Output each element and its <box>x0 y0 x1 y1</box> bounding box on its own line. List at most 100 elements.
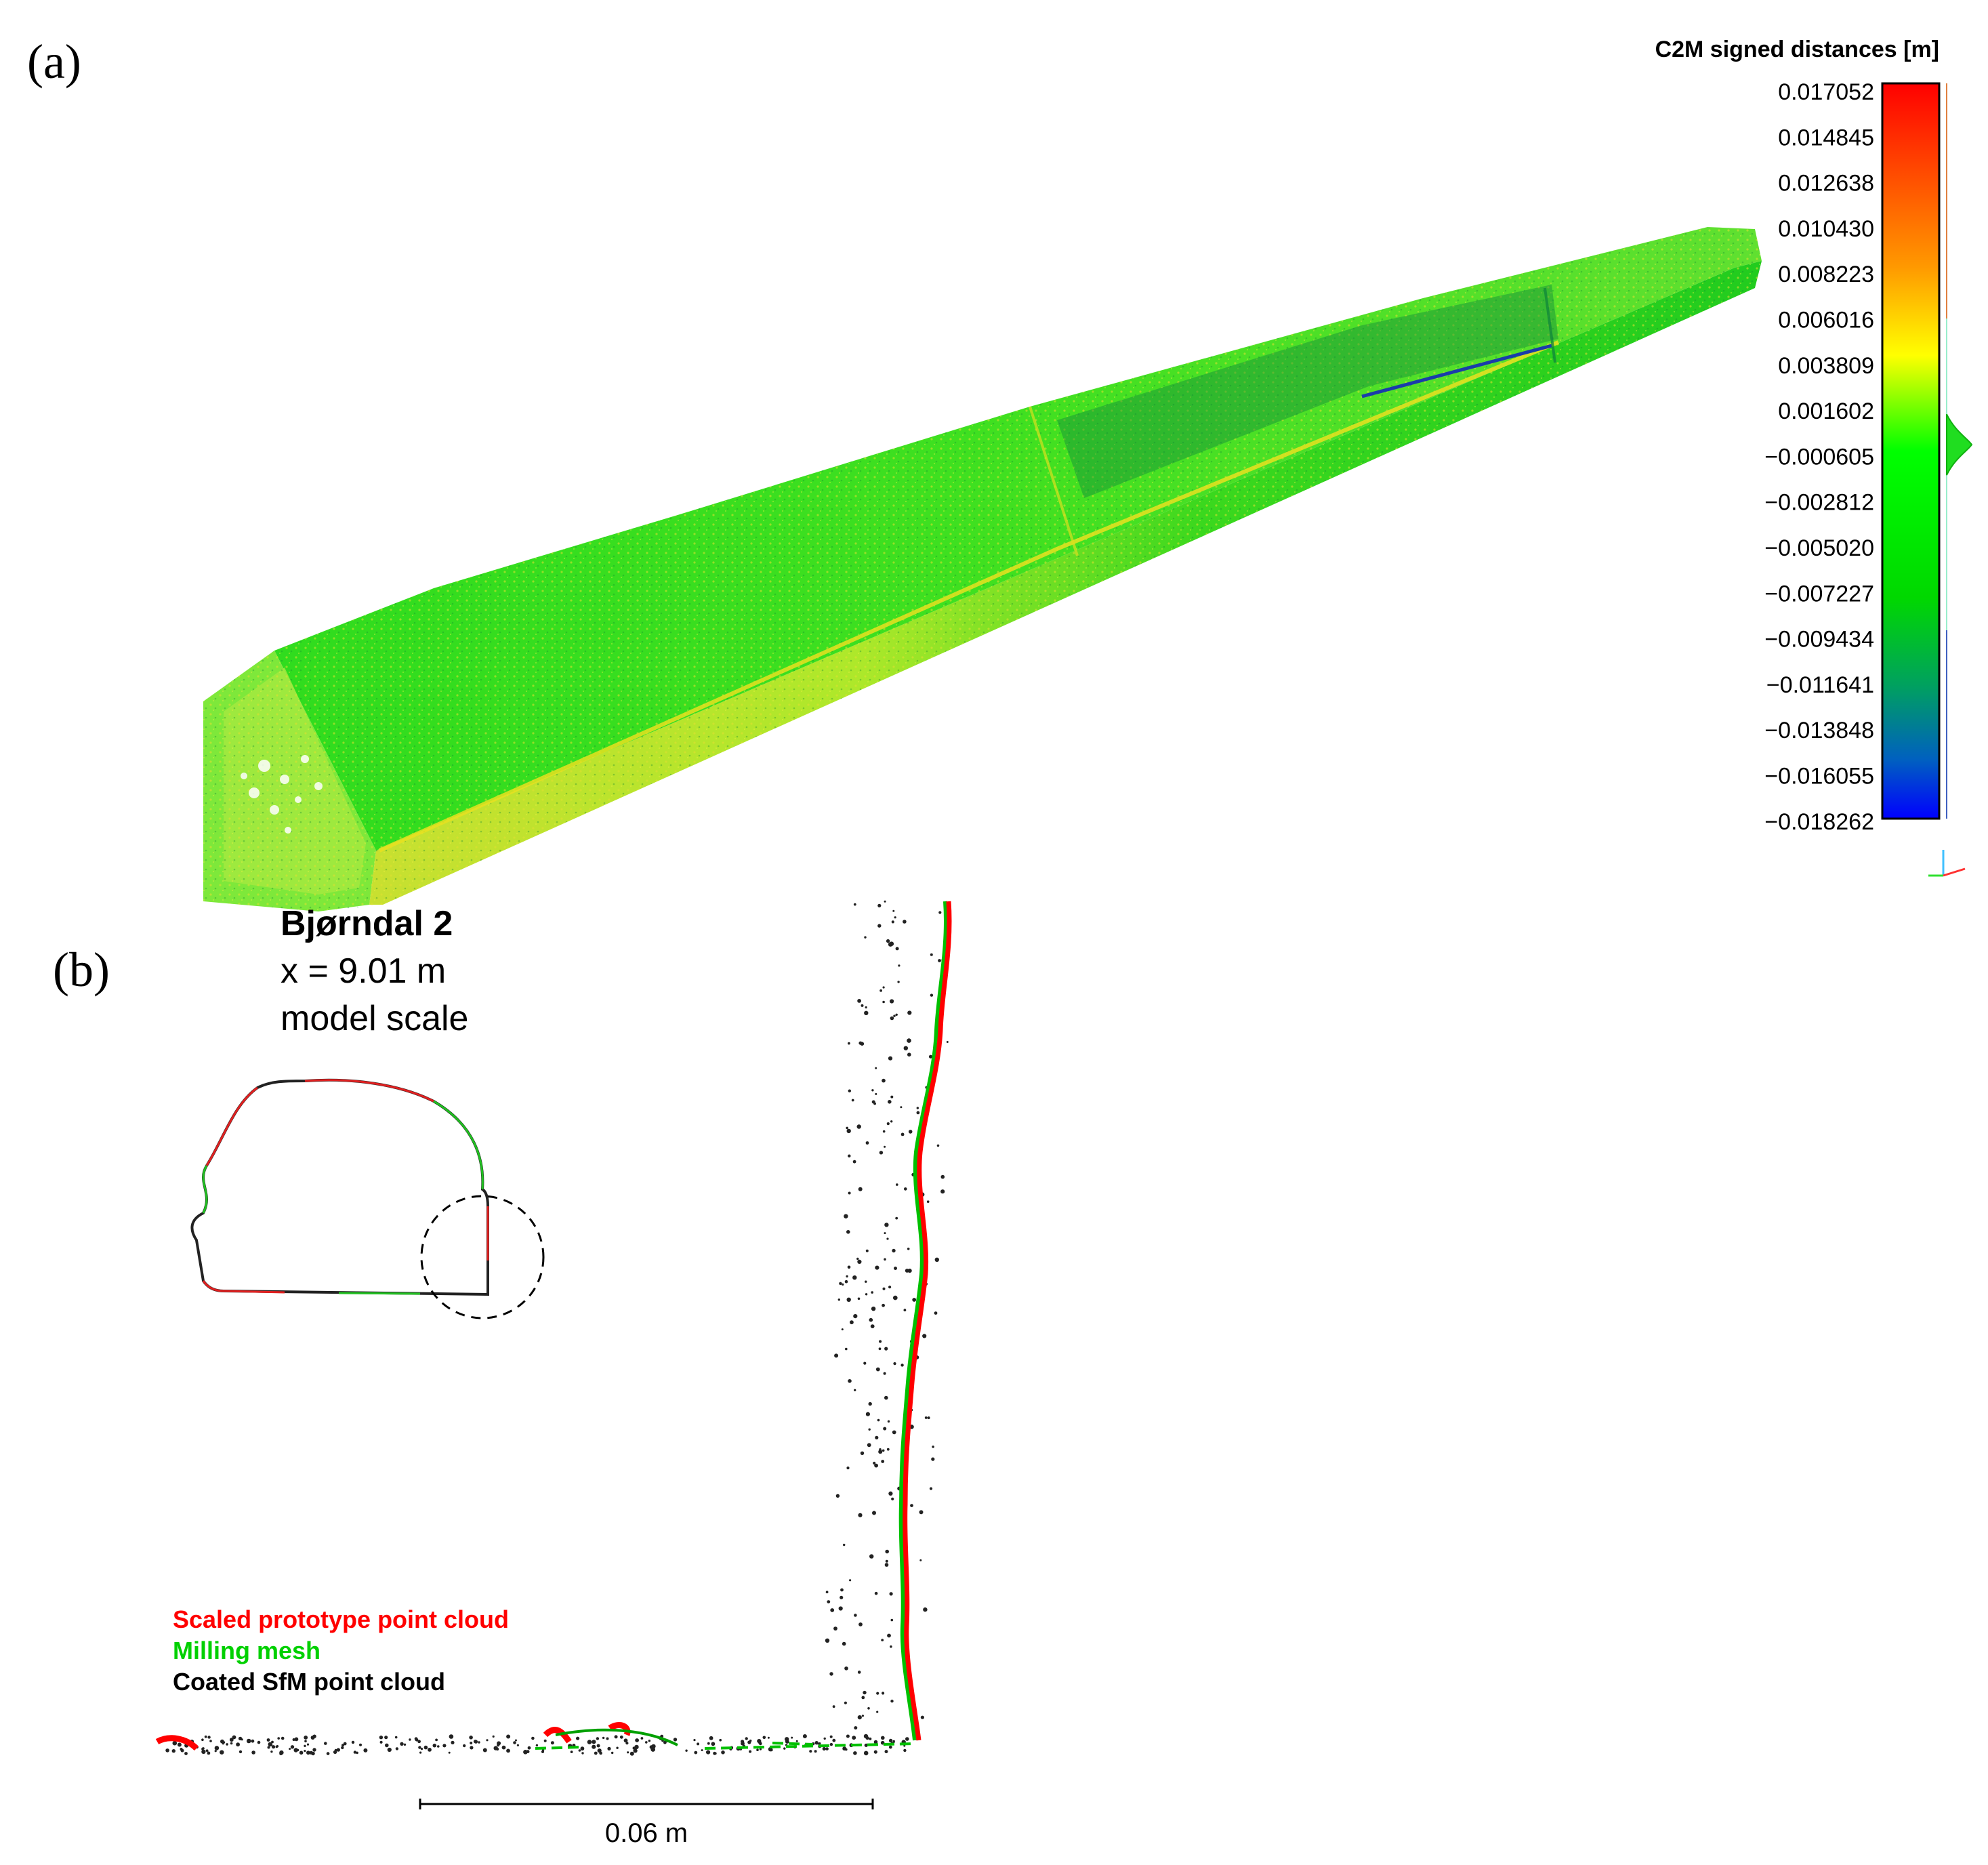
sfm-point <box>756 1748 759 1751</box>
sfm-point <box>220 1750 224 1755</box>
colorbar-ticks: 0.017052 0.014845 0.012638 0.010430 0.008223… <box>1764 79 1874 835</box>
sfm-point <box>229 1738 234 1742</box>
sfm-point <box>882 1130 886 1133</box>
sfm-point <box>846 1297 851 1303</box>
sfm-point <box>785 1737 789 1742</box>
sfm-point <box>419 1751 422 1754</box>
sfm-point <box>885 1549 889 1554</box>
sfm-point <box>759 1748 762 1750</box>
tunnel-dark-section <box>1057 285 1558 498</box>
sfm-point <box>890 1645 892 1648</box>
sfm-point <box>281 1736 285 1740</box>
sfm-point <box>435 1738 438 1742</box>
sfm-point <box>570 1750 573 1754</box>
sfm-point <box>289 1748 291 1750</box>
sfm-point <box>205 1749 209 1753</box>
colorbar-tick-label: 0.017052 <box>1778 79 1874 105</box>
colorbar-tick-label: 0.010430 <box>1778 216 1874 242</box>
sfm-point <box>707 1742 710 1745</box>
sfm-point <box>871 1089 874 1092</box>
sfm-point <box>711 1742 716 1746</box>
sfm-point <box>919 1510 924 1515</box>
sfm-point <box>884 1347 888 1351</box>
sfm-point <box>842 1746 847 1751</box>
sfm-point <box>701 1749 703 1752</box>
sfm-point <box>592 1740 596 1744</box>
sfm-point <box>417 1740 421 1744</box>
sfm-point <box>201 1749 206 1755</box>
sfm-point <box>856 1257 859 1261</box>
sfm-point <box>470 1746 474 1750</box>
sfm-point <box>869 1317 873 1322</box>
sfm-point <box>893 1362 896 1366</box>
sfm-point <box>449 1734 454 1739</box>
sfm-point <box>875 1367 880 1372</box>
sfm-point <box>857 1297 861 1300</box>
sfm-point <box>854 1389 856 1391</box>
sfm-point <box>470 1742 473 1744</box>
colorbar-tick-label: 0.008223 <box>1778 262 1874 287</box>
sfm-point <box>926 1200 930 1203</box>
sfm-point <box>650 1747 655 1752</box>
sfm-point <box>814 1741 819 1745</box>
sfm-point <box>749 1750 752 1753</box>
sfm-point <box>400 1742 404 1746</box>
sfm-point <box>919 1559 922 1561</box>
sfm-point <box>873 1740 878 1744</box>
sfm-point <box>842 1283 844 1286</box>
sfm-point <box>833 1626 837 1631</box>
colorbar-tick-label: 0.001602 <box>1778 398 1874 424</box>
sfm-point <box>825 1591 829 1594</box>
sfm-point <box>875 1435 879 1439</box>
sfm-point <box>865 1249 869 1252</box>
sfm-point <box>900 1364 904 1367</box>
sfm-point <box>304 1750 306 1753</box>
sfm-point <box>830 1608 835 1612</box>
sfm-point <box>246 1738 251 1744</box>
legend: Scaled prototype point cloud Milling mes… <box>173 1605 509 1696</box>
sfm-point <box>946 1041 949 1043</box>
sfm-point <box>882 1449 885 1452</box>
sfm-point <box>938 911 942 914</box>
sfm-point <box>602 1736 605 1740</box>
sfm-point <box>861 1696 865 1700</box>
sfm-point <box>214 1750 217 1753</box>
sfm-point <box>409 1738 411 1741</box>
sfm-point <box>876 1692 879 1695</box>
sfm-point <box>394 1736 398 1739</box>
sfm-point <box>849 1579 852 1582</box>
sfm-point <box>852 1736 856 1740</box>
sfm-point <box>907 1010 912 1015</box>
sfm-point <box>587 1740 592 1744</box>
sfm-point <box>912 1298 917 1302</box>
sfm-point <box>791 1736 793 1739</box>
sfm-point <box>891 920 894 924</box>
sfm-point <box>614 1735 618 1739</box>
sfm-point <box>356 1751 358 1755</box>
sfm-point <box>201 1738 204 1741</box>
colorbar-tick-label: −0.005020 <box>1764 535 1874 561</box>
sfm-point <box>858 1513 863 1517</box>
sfm-point <box>870 1324 875 1328</box>
sfm-point <box>929 1487 933 1490</box>
sfm-point <box>230 1742 233 1745</box>
sfm-point <box>869 1737 872 1740</box>
sfm-point <box>310 1736 315 1740</box>
sfm-point <box>895 1216 898 1220</box>
sfm-point <box>893 1295 898 1300</box>
sfm-point <box>324 1742 327 1745</box>
sfm-point <box>306 1743 310 1746</box>
sfm-point <box>578 1749 581 1752</box>
colorbar-tick-label: 0.003809 <box>1778 353 1874 379</box>
sfm-point <box>896 1183 898 1186</box>
sfm-point <box>207 1736 211 1739</box>
section-scale-note: model scale <box>281 999 468 1038</box>
colorbar-tick-label: −0.000605 <box>1764 444 1874 470</box>
sfm-point <box>864 936 867 939</box>
sfm-point <box>795 1740 798 1742</box>
sfm-point <box>873 1750 877 1754</box>
sfm-point <box>888 1738 893 1743</box>
sfm-point <box>871 1307 876 1311</box>
sfm-point <box>874 1591 878 1595</box>
legend-item-prototype: Scaled prototype point cloud <box>173 1605 509 1633</box>
